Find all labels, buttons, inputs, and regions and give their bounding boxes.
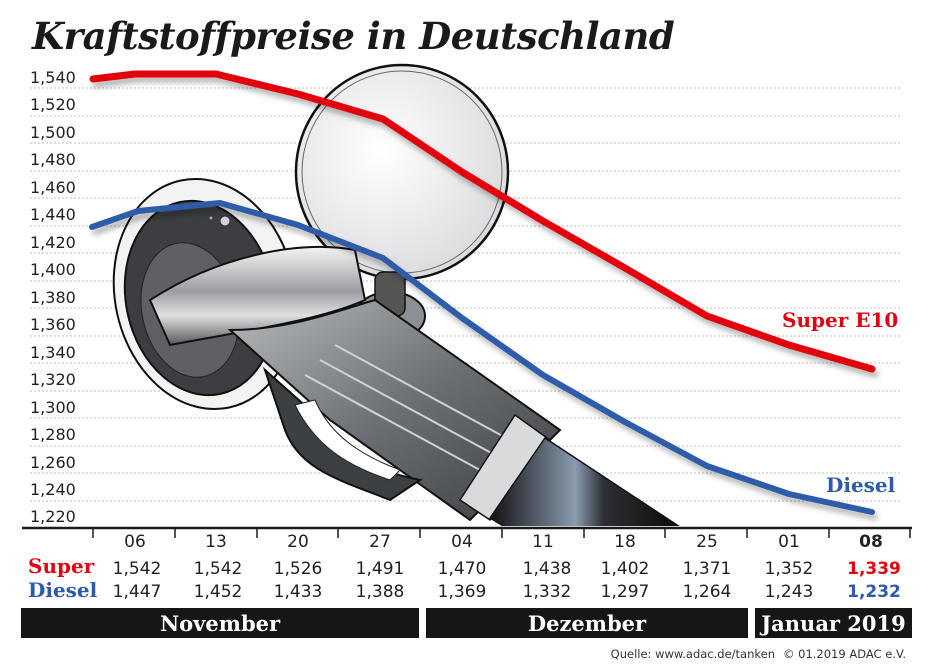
y-tick-label: 1,460 [30, 178, 76, 197]
super-e10-label: Super E10 [782, 308, 898, 332]
diesel-value-current: 1,232 [847, 582, 901, 602]
super-value: 1,491 [356, 559, 405, 579]
super-value: 1,438 [523, 559, 572, 579]
super-value: 1,352 [765, 559, 814, 579]
y-tick-label: 1,280 [30, 425, 76, 444]
y-tick-label: 1,340 [30, 343, 76, 362]
y-tick-label: 1,440 [30, 205, 76, 224]
y-tick-label: 1,500 [30, 123, 76, 142]
month-bar-november: November [21, 608, 419, 638]
diesel-value: 1,452 [194, 582, 243, 602]
diesel-value: 1,297 [601, 582, 650, 602]
diesel-value: 1,388 [356, 582, 405, 602]
x-tick-label: 11 [532, 532, 554, 552]
diesel-value: 1,243 [765, 582, 814, 602]
diesel-value: 1,369 [438, 582, 487, 602]
diesel-line [89, 200, 875, 515]
y-tick-label: 1,520 [30, 95, 76, 114]
x-tick-label: 13 [205, 532, 227, 552]
copyright-text: © 01.2019 ADAC e.V. [782, 647, 906, 661]
x-tick-label: 27 [369, 532, 391, 552]
diesel-value: 1,332 [523, 582, 572, 602]
source-text: Quelle: www.adac.de/tanken [610, 647, 775, 661]
y-tick-label: 1,360 [30, 315, 76, 334]
y-tick-label: 1,380 [30, 288, 76, 307]
x-axis: 06 13 20 27 04 11 18 25 01 08 [0, 526, 940, 552]
month-bar-januar: Januar 2019 [755, 608, 912, 638]
month-bar-dezember: Dezember [426, 608, 748, 638]
super-value: 1,470 [438, 559, 487, 579]
x-tick-label-current: 08 [859, 532, 883, 552]
x-tick-label: 20 [287, 532, 309, 552]
x-tick-label: 04 [451, 532, 473, 552]
y-tick-label: 1,300 [30, 398, 76, 417]
super-value-current: 1,339 [847, 559, 901, 579]
y-tick-label: 1,400 [30, 260, 76, 279]
value-table: Super Diesel 1,542 1,542 1,526 1,491 1,4… [28, 554, 901, 602]
super-value: 1,402 [601, 559, 650, 579]
y-tick-label: 1,420 [30, 233, 76, 252]
super-e10-line [89, 70, 876, 373]
x-tick-label: 01 [778, 532, 800, 552]
table-diesel-label: Diesel [28, 578, 98, 602]
y-tick-label: 1,320 [30, 370, 76, 389]
y-tick-label: 1,540 [30, 68, 76, 87]
y-tick-label: 1,220 [30, 507, 76, 526]
x-tick-label: 25 [696, 532, 718, 552]
table-super-label: Super [28, 554, 95, 578]
diesel-label: Diesel [826, 473, 896, 497]
super-value: 1,526 [274, 559, 323, 579]
x-tick-label: 18 [614, 532, 636, 552]
super-value: 1,542 [113, 559, 162, 579]
chart-title: Kraftstoffpreise in Deutschland [32, 14, 675, 58]
y-tick-label: 1,260 [30, 453, 76, 472]
y-tick-label: 1,480 [30, 150, 76, 169]
x-tick-label: 06 [124, 532, 146, 552]
diesel-value: 1,264 [683, 582, 732, 602]
fuel-nozzle-illustration [112, 63, 683, 528]
super-value: 1,542 [194, 559, 243, 579]
y-tick-label: 1,240 [30, 480, 76, 499]
super-value: 1,371 [683, 559, 732, 579]
y-axis-labels: 1,540 1,520 1,500 1,480 1,460 1,440 1,42… [30, 68, 76, 526]
source-note: Quelle: www.adac.de/tanken © 01.2019 ADAC… [603, 647, 906, 661]
diesel-value: 1,433 [274, 582, 323, 602]
diesel-value: 1,447 [113, 582, 162, 602]
